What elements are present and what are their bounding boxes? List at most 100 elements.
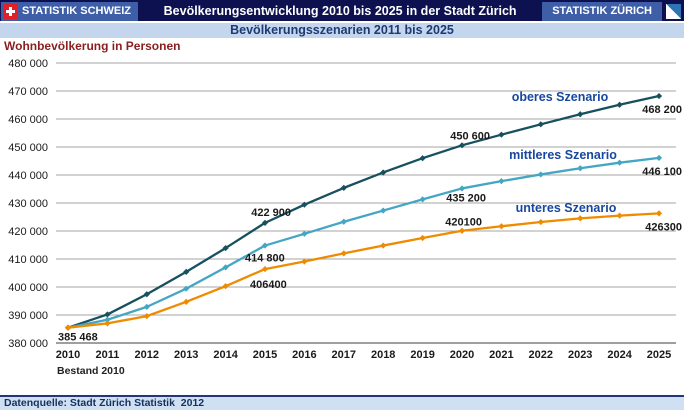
series-line-mittleres-szenario	[67, 156, 660, 329]
x-tick-label: 2021	[489, 349, 513, 361]
data-point-marker-mittleres-szenario	[261, 242, 269, 249]
x-tick-label: 2012	[135, 349, 159, 361]
data-point-label: 385 468	[58, 332, 98, 344]
data-point-label: 426300	[645, 221, 682, 233]
data-point-marker-unteres-szenario	[458, 227, 466, 234]
y-tick-label: 390 000	[8, 310, 48, 322]
y-tick-label: 420 000	[8, 226, 48, 238]
y-tick-label: 410 000	[8, 254, 48, 266]
data-point-marker-oberes-szenario	[301, 201, 308, 208]
data-point-marker-oberes-szenario	[498, 131, 505, 138]
data-point-marker-oberes-szenario	[183, 268, 190, 275]
x-tick-label: 2019	[410, 349, 434, 361]
x-axis-note: Bestand 2010	[57, 365, 125, 377]
y-tick-label: 440 000	[8, 170, 48, 182]
statistik-zuerich-label: STATISTIK ZÜRICH	[552, 5, 652, 17]
statistik-schweiz-brand[interactable]: STATISTIK SCHWEIZ	[1, 1, 138, 21]
data-point-marker-mittleres-szenario	[458, 185, 466, 192]
data-point-marker-mittleres-szenario	[577, 165, 584, 172]
data-point-label: 446 100	[642, 166, 682, 178]
data-point-marker-unteres-szenario	[498, 223, 505, 230]
x-tick-label: 2018	[371, 349, 395, 361]
x-tick-label: 2013	[174, 349, 198, 361]
data-point-marker-unteres-szenario	[261, 265, 269, 273]
y-tick-label: 430 000	[8, 198, 48, 210]
data-point-label: 414 800	[245, 253, 285, 265]
footer-divider	[0, 395, 684, 397]
x-tick-label: 2014	[213, 349, 238, 361]
data-point-marker-unteres-szenario	[537, 218, 544, 226]
data-source: Datenquelle: Stadt Zürich Statistik 2012	[0, 397, 684, 410]
x-tick-label: 2010	[56, 349, 80, 361]
data-point-marker-oberes-szenario	[261, 219, 269, 226]
data-point-marker-unteres-szenario	[419, 234, 426, 242]
data-point-marker-mittleres-szenario	[537, 171, 544, 178]
data-point-marker-unteres-szenario	[340, 250, 347, 257]
data-point-marker-oberes-szenario	[577, 111, 584, 118]
statistik-schweiz-label: STATISTIK SCHWEIZ	[22, 5, 131, 17]
data-point-label: 450 600	[450, 130, 490, 142]
statistik-zuerich-brand[interactable]: STATISTIK ZÜRICH	[542, 1, 662, 21]
x-tick-label: 2020	[450, 349, 474, 361]
header-bar: STATISTIK SCHWEIZ Bevölkerungsentwicklun…	[0, 0, 684, 21]
data-point-marker-unteres-szenario	[380, 242, 387, 249]
data-point-marker-oberes-szenario	[419, 155, 426, 162]
data-point-label: 422 900	[251, 207, 291, 219]
x-tick-label: 2011	[95, 349, 119, 361]
data-point-marker-oberes-szenario	[222, 244, 229, 252]
x-tick-label: 2015	[253, 349, 277, 361]
data-point-marker-oberes-szenario	[458, 142, 466, 149]
data-point-marker-mittleres-szenario	[301, 230, 308, 237]
data-point-marker-mittleres-szenario	[143, 303, 150, 310]
data-point-label: 435 200	[446, 192, 486, 204]
x-tick-label: 2016	[292, 349, 316, 361]
series-line-unteres-szenario	[67, 212, 660, 329]
y-tick-label: 480 000	[8, 58, 48, 70]
y-tick-label: 400 000	[8, 282, 48, 294]
data-point-marker-mittleres-szenario	[498, 178, 505, 185]
y-axis-title: Wohnbevölkerung in Personen	[4, 39, 181, 53]
data-point-marker-unteres-szenario	[183, 298, 190, 305]
swiss-flag-icon	[3, 3, 18, 19]
data-point-marker-mittleres-szenario	[340, 218, 347, 225]
data-point-label: 406400	[250, 279, 287, 291]
chart-subtitle: Bevölkerungsszenarien 2011 bis 2025	[0, 23, 684, 38]
y-tick-label: 380 000	[8, 338, 48, 350]
data-point-marker-oberes-szenario	[537, 121, 544, 128]
series-label: unteres Szenario	[516, 201, 617, 215]
data-point-marker-mittleres-szenario	[655, 154, 663, 162]
data-point-marker-unteres-szenario	[222, 283, 229, 290]
x-tick-label: 2017	[332, 349, 356, 361]
series-line-oberes-szenario	[67, 94, 660, 329]
y-tick-label: 460 000	[8, 114, 48, 126]
data-point-marker-mittleres-szenario	[380, 207, 387, 214]
series-label: mittleres Szenario	[509, 148, 617, 162]
data-point-marker-mittleres-szenario	[104, 316, 111, 323]
data-point-marker-oberes-szenario	[380, 169, 387, 176]
data-point-marker-mittleres-szenario	[222, 264, 229, 271]
data-point-marker-oberes-szenario	[655, 92, 663, 100]
data-point-marker-unteres-szenario	[64, 324, 72, 331]
zurich-flag-icon	[666, 3, 681, 19]
x-tick-label: 2024	[607, 349, 632, 361]
data-point-marker-mittleres-szenario	[419, 196, 426, 203]
y-tick-label: 450 000	[8, 142, 48, 154]
data-point-marker-unteres-szenario	[655, 210, 663, 217]
page-title: Bevölkerungsentwicklung 2010 bis 2025 in…	[163, 3, 517, 18]
data-point-marker-unteres-szenario	[301, 258, 308, 265]
series-label: oberes Szenario	[512, 90, 609, 104]
data-point-marker-oberes-szenario	[104, 311, 111, 318]
data-point-marker-unteres-szenario	[616, 212, 623, 219]
data-point-marker-mittleres-szenario	[616, 159, 623, 166]
data-point-label: 420100	[445, 217, 482, 229]
data-point-label: 468 200	[642, 104, 682, 116]
x-tick-label: 2022	[529, 349, 553, 361]
data-point-marker-unteres-szenario	[577, 215, 584, 222]
data-point-marker-mittleres-szenario	[183, 285, 190, 292]
data-point-marker-unteres-szenario	[104, 320, 111, 327]
data-point-marker-oberes-szenario	[143, 291, 150, 298]
x-tick-label: 2023	[568, 349, 592, 361]
data-point-marker-unteres-szenario	[143, 313, 150, 320]
data-point-marker-oberes-szenario	[340, 184, 347, 191]
